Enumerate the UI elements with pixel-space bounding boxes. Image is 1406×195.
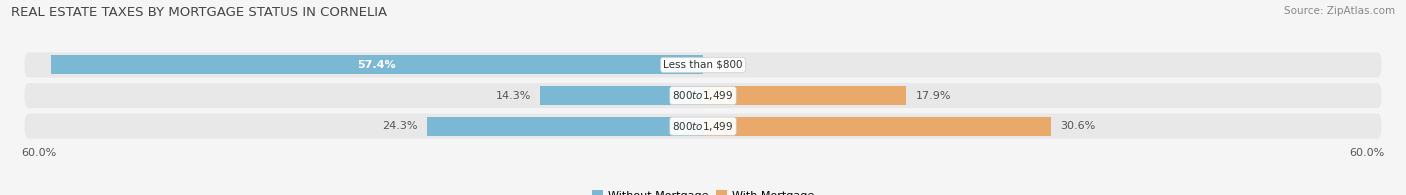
Legend: Without Mortgage, With Mortgage: Without Mortgage, With Mortgage — [592, 190, 814, 195]
Text: $800 to $1,499: $800 to $1,499 — [672, 89, 734, 102]
Bar — [51, 55, 703, 74]
Text: Source: ZipAtlas.com: Source: ZipAtlas.com — [1284, 6, 1395, 16]
Text: $800 to $1,499: $800 to $1,499 — [672, 120, 734, 133]
Bar — [427, 117, 703, 136]
Text: 30.6%: 30.6% — [1060, 121, 1095, 131]
Bar — [703, 86, 907, 105]
Text: 57.4%: 57.4% — [357, 60, 396, 70]
Text: REAL ESTATE TAXES BY MORTGAGE STATUS IN CORNELIA: REAL ESTATE TAXES BY MORTGAGE STATUS IN … — [11, 6, 388, 19]
Bar — [540, 86, 703, 105]
FancyBboxPatch shape — [24, 114, 1382, 139]
Bar — [703, 117, 1050, 136]
Text: 60.0%: 60.0% — [21, 148, 56, 158]
Text: Less than $800: Less than $800 — [664, 60, 742, 70]
Text: 17.9%: 17.9% — [915, 90, 950, 101]
Text: 60.0%: 60.0% — [1350, 148, 1385, 158]
FancyBboxPatch shape — [24, 52, 1382, 77]
Text: 0.0%: 0.0% — [711, 60, 741, 70]
FancyBboxPatch shape — [24, 83, 1382, 108]
Text: 24.3%: 24.3% — [382, 121, 418, 131]
Text: 14.3%: 14.3% — [496, 90, 531, 101]
